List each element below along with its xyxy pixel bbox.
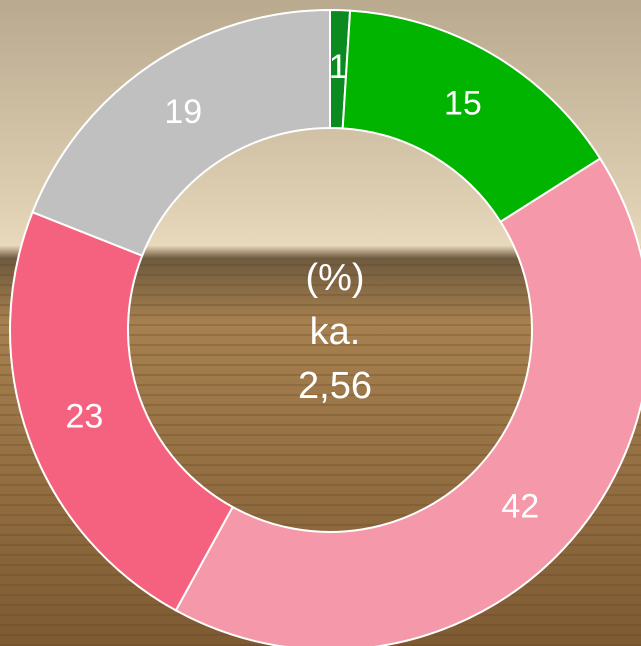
donut-segment — [9, 210, 235, 612]
center-label: 2,56 — [298, 365, 372, 407]
data-label: 1 — [329, 48, 348, 86]
data-label: 23 — [66, 397, 104, 435]
donut: 1 15 42 23 19 (%) ka. 2,56 — [9, 8, 641, 646]
data-label: 15 — [444, 84, 482, 122]
data-label: 42 — [501, 488, 539, 526]
donut-segment — [174, 157, 641, 646]
center-label: ka. — [310, 311, 361, 353]
data-label: 19 — [164, 93, 202, 131]
donut-segment — [31, 8, 331, 257]
center-label: (%) — [305, 257, 364, 299]
